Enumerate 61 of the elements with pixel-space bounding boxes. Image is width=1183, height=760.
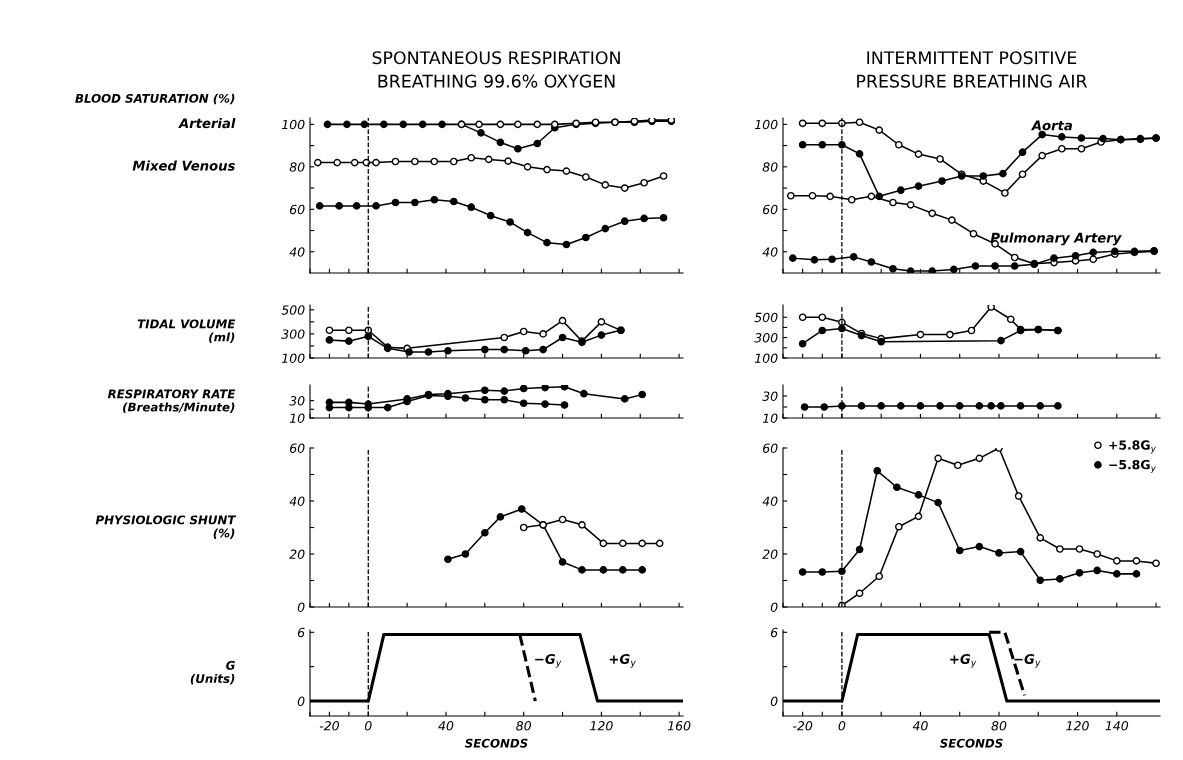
annotation: Aorta <box>1030 120 1072 131</box>
y-tick-label: 500 <box>281 305 305 315</box>
annotation: +G$_{y}$ <box>609 653 636 668</box>
x-axis-title: SECONDS <box>464 738 528 748</box>
y-axis-title: PHYSIOLOGIC SHUNT (%) <box>95 515 237 539</box>
y-tick-label: 10 <box>289 413 305 423</box>
x-tick-label: 120 <box>590 721 613 731</box>
x-tick-label: -20 <box>792 721 813 731</box>
x-tick-label: -20 <box>319 721 340 731</box>
chart-title: INTERMITTENT POSITIVE PRESSURE BREATHING AIR <box>857 51 1088 88</box>
y-tick-label: 40 <box>289 247 305 257</box>
y-tick-label: 10 <box>762 413 778 423</box>
y-axis-title: BLOOD SATURATION (%) <box>75 93 235 105</box>
y-tick-label: 40 <box>762 496 778 506</box>
annotation: −G$_{y}$ <box>535 653 562 668</box>
y-tick-label: 40 <box>289 496 305 506</box>
y-tick-label: 300 <box>281 329 305 339</box>
y-tick-label: 100 <box>754 353 778 363</box>
x-tick-label: 160 <box>667 721 691 731</box>
x-tick-label: 120 <box>1066 721 1089 731</box>
x-tick-label: 40 <box>438 721 454 731</box>
y-tick-label: 20 <box>762 549 778 559</box>
y-axis-title: RESPIRATORY RATE (Breaths/Minute) <box>107 389 236 413</box>
y-tick-label: 100 <box>281 353 305 363</box>
legend-label: −5.8G$_{y}$ <box>1109 459 1156 474</box>
y-tick-label: 100 <box>754 119 778 130</box>
y-tick-label: 0 <box>297 696 305 707</box>
y-tick-label: 80 <box>762 162 778 172</box>
y-tick-label: 6 <box>770 627 778 638</box>
y-tick-label: 80 <box>289 162 305 172</box>
x-tick-label: 140 <box>1105 721 1129 731</box>
y-axis-title: G (Units) <box>190 660 235 685</box>
x-tick-label: 80 <box>991 721 1007 731</box>
y-tick-label: 0 <box>770 602 778 612</box>
annotation: −G$_{y}$ <box>1014 653 1041 668</box>
x-tick-label: 40 <box>912 721 928 731</box>
y-tick-label: 40 <box>762 247 778 257</box>
text: Mixed Venous <box>132 160 235 171</box>
y-tick-label: 500 <box>754 312 778 323</box>
y-tick-label: 0 <box>297 602 305 612</box>
y-tick-label: 30 <box>762 391 778 401</box>
annotation: +G$_{y}$ <box>950 653 977 668</box>
chart-title: SPONTANEOUS RESPIRATION BREATHING 99.6% OXYGEN <box>372 51 620 88</box>
y-tick-label: 100 <box>281 119 305 130</box>
y-tick-label: 60 <box>763 443 778 453</box>
y-tick-label: 0 <box>770 696 778 707</box>
y-tick-label: 60 <box>290 443 305 453</box>
y-tick-label: 30 <box>289 396 305 406</box>
y-tick-label: 60 <box>290 204 305 215</box>
legend-label: +5.8G$_{y}$ <box>1109 440 1156 454</box>
y-tick-label: 20 <box>289 549 305 559</box>
x-tick-label: 0 <box>364 721 372 731</box>
x-tick-label: 80 <box>516 721 532 731</box>
y-tick-label: 300 <box>754 333 778 343</box>
annotation: Pulmonary Artery <box>990 232 1122 246</box>
y-tick-label: 6 <box>297 627 305 638</box>
text: Arterial <box>178 117 236 129</box>
y-tick-label: 60 <box>763 204 778 215</box>
x-tick-label: 0 <box>838 721 846 731</box>
x-axis-title: SECONDS <box>939 738 1003 748</box>
y-axis-title: TIDAL VOLUME (ml) <box>137 319 236 343</box>
